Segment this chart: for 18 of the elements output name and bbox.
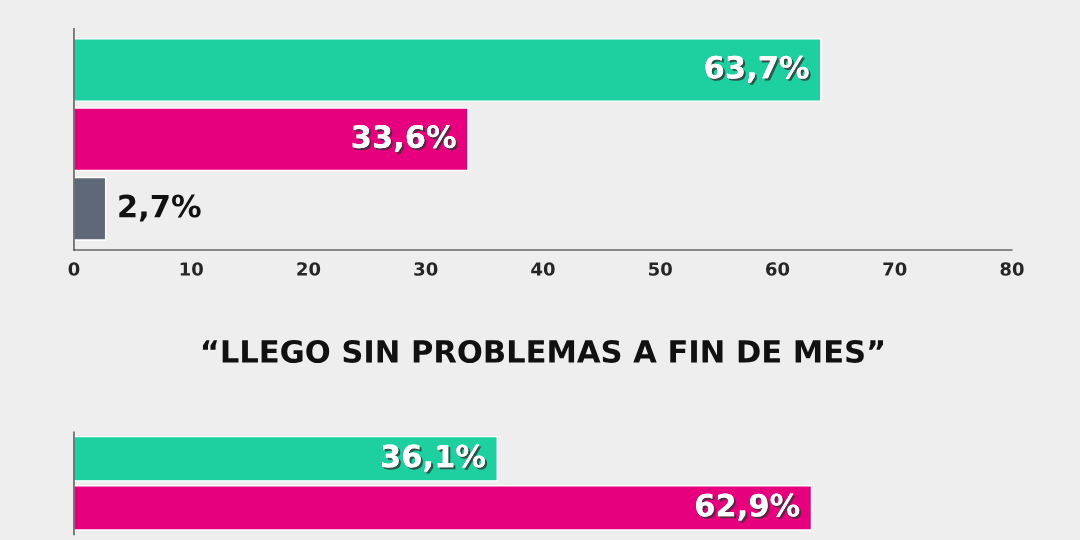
x-tick-label: 20 (297, 262, 321, 276)
x-tick-label: 30 (414, 262, 438, 276)
data-label: 2,7% (119, 194, 201, 222)
x-tick-label: 50 (649, 262, 672, 276)
x-tick-label: 0 (68, 262, 80, 276)
data-label: 33,6% (352, 125, 458, 155)
x-tick-label: 80 (1000, 262, 1024, 276)
chart-title: “LLEGO SIN PROBLEMAS A FIN DE MES” (202, 339, 884, 363)
bar (73, 37, 822, 102)
bar (73, 176, 107, 241)
bar (73, 107, 469, 172)
x-tick-label: 70 (883, 262, 907, 276)
data-label: 63,7% (705, 55, 811, 85)
data-label: 36,1% (382, 444, 488, 474)
data-label: 62,9% (696, 493, 802, 523)
x-tick-label: 40 (531, 262, 555, 276)
x-tick-label: 10 (180, 262, 203, 276)
x-tick-label: 60 (766, 262, 790, 276)
